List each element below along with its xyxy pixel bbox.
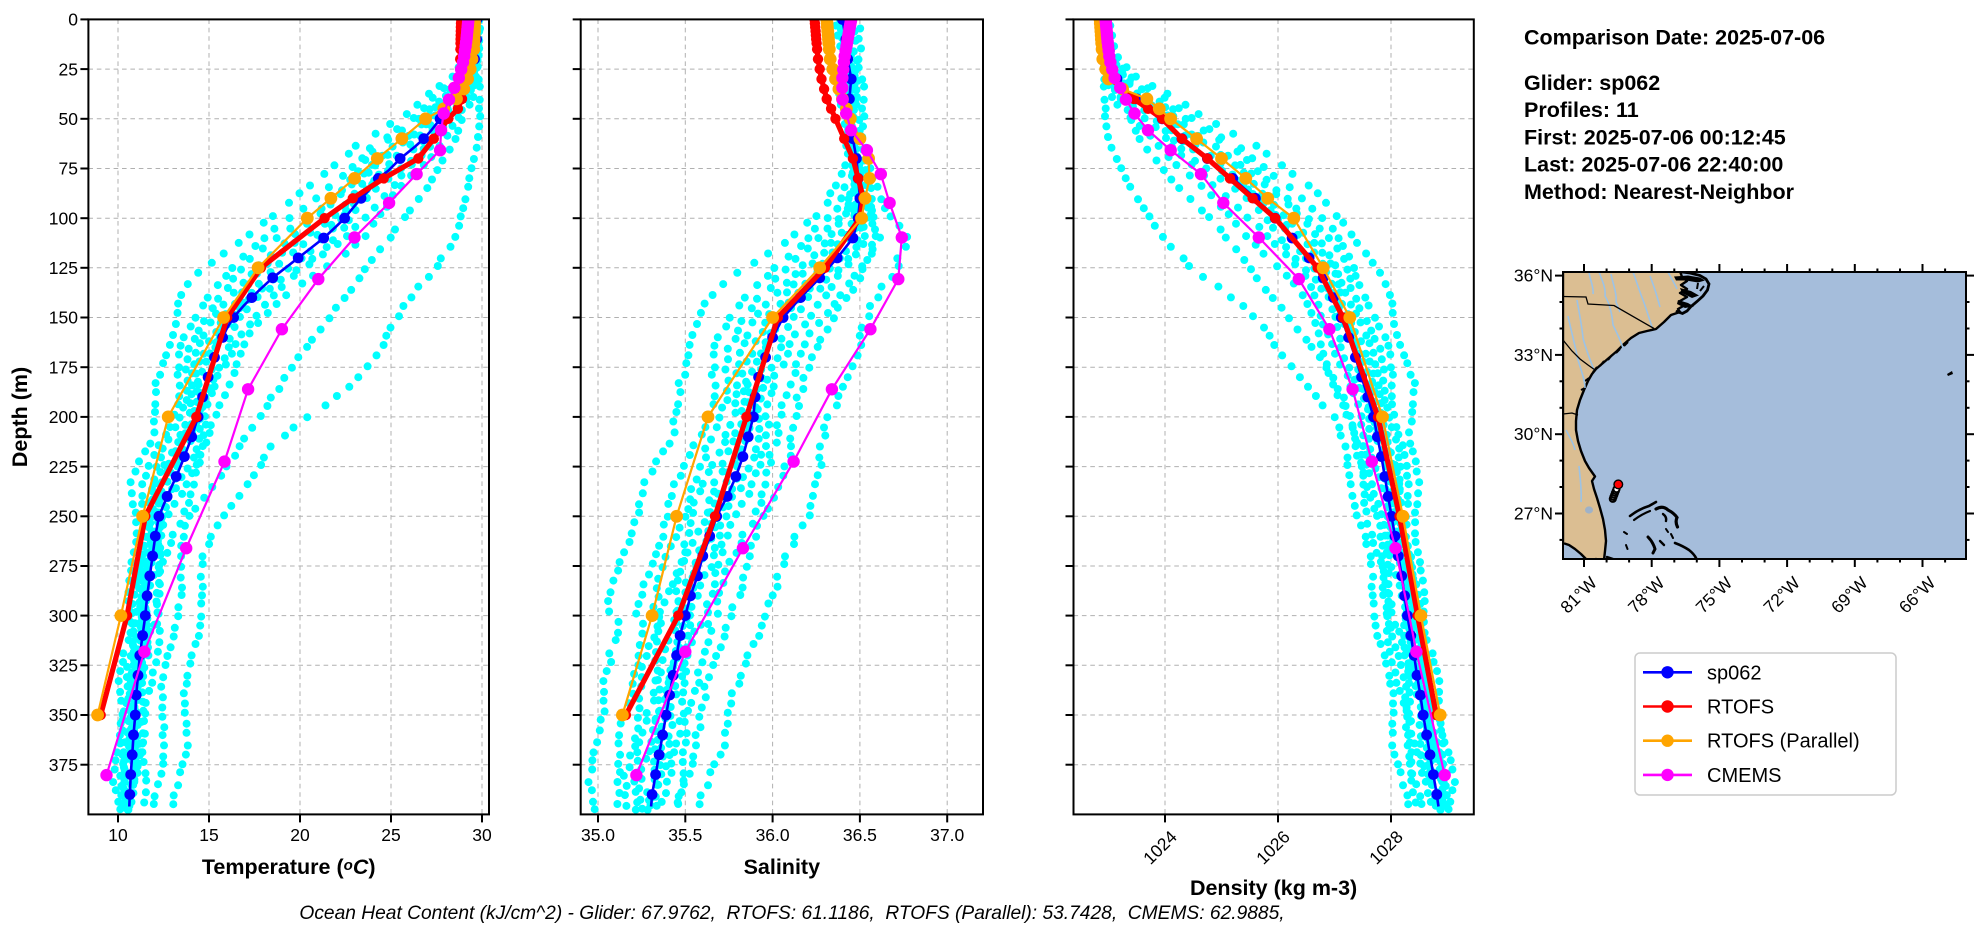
svg-text:10: 10 (108, 825, 128, 845)
svg-text:Comparison Date: 2025-07-06: Comparison Date: 2025-07-06 (1524, 26, 1825, 50)
svg-text:250: 250 (49, 507, 78, 527)
svg-text:36°N: 36°N (1514, 266, 1553, 286)
svg-text:Depth (m): Depth (m) (8, 367, 32, 467)
svg-text:375: 375 (49, 755, 78, 775)
svg-text:30°N: 30°N (1514, 424, 1553, 444)
svg-text:35.0: 35.0 (581, 825, 615, 845)
svg-text:350: 350 (49, 705, 78, 725)
svg-text:200: 200 (49, 407, 78, 427)
svg-text:Method: Nearest-Neighbor: Method: Nearest-Neighbor (1524, 180, 1795, 204)
svg-text:Profiles: 11: Profiles: 11 (1524, 98, 1639, 122)
svg-text:Density (kg m-3): Density (kg m-3) (1190, 876, 1357, 900)
svg-text:Last: 2025-07-06 22:40:00: Last: 2025-07-06 22:40:00 (1524, 153, 1783, 177)
svg-text:25: 25 (381, 825, 400, 845)
svg-text:Temperature (oC): Temperature (oC) (202, 855, 376, 879)
svg-text:Salinity: Salinity (744, 855, 821, 879)
svg-text:325: 325 (49, 656, 78, 676)
svg-text:0: 0 (68, 10, 78, 30)
svg-text:36.0: 36.0 (756, 825, 790, 845)
svg-text:35.5: 35.5 (668, 825, 702, 845)
svg-text:Glider: sp062: Glider: sp062 (1524, 71, 1660, 95)
svg-text:300: 300 (49, 606, 78, 626)
svg-text:36.5: 36.5 (843, 825, 877, 845)
svg-text:Ocean Heat Content (kJ/cm^2) -: Ocean Heat Content (kJ/cm^2) - Glider: 6… (299, 903, 1284, 924)
svg-text:20: 20 (290, 825, 310, 845)
svg-text:First: 2025-07-06 00:12:45: First: 2025-07-06 00:12:45 (1524, 125, 1786, 149)
svg-text:25: 25 (59, 59, 78, 79)
svg-text:RTOFS: RTOFS (1707, 697, 1774, 719)
svg-text:30: 30 (472, 825, 492, 845)
svg-text:RTOFS (Parallel): RTOFS (Parallel) (1707, 731, 1860, 753)
svg-text:37.0: 37.0 (930, 825, 964, 845)
svg-text:27°N: 27°N (1514, 504, 1553, 524)
svg-text:175: 175 (49, 357, 78, 377)
svg-text:sp062: sp062 (1707, 662, 1762, 684)
svg-text:225: 225 (49, 457, 78, 477)
svg-text:100: 100 (49, 208, 78, 228)
svg-text:33°N: 33°N (1514, 345, 1553, 365)
svg-text:150: 150 (49, 308, 78, 328)
svg-text:75: 75 (59, 159, 78, 179)
svg-text:125: 125 (49, 258, 78, 278)
svg-text:275: 275 (49, 556, 78, 576)
svg-text:50: 50 (59, 109, 79, 129)
svg-text:15: 15 (199, 825, 218, 845)
svg-text:CMEMS: CMEMS (1707, 765, 1781, 787)
